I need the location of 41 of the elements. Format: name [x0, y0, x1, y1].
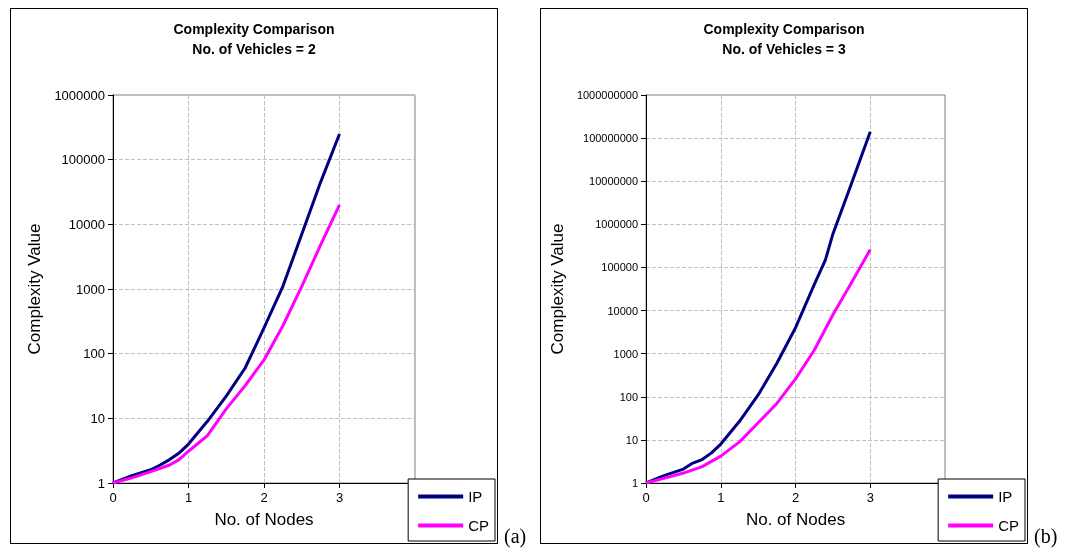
line-series [644, 248, 872, 485]
chart-title: Complexity Comparison [173, 21, 335, 37]
y-tick-label: 1000 [613, 347, 639, 360]
y-tick-label: 10 [90, 410, 105, 426]
legend-label: IP [468, 488, 483, 505]
y-tick-label: 100 [83, 346, 105, 362]
x-tick-label: 1 [184, 490, 193, 505]
x-axis-title: No. of Nodes [214, 510, 314, 529]
y-tick-label: 100000 [61, 152, 105, 168]
y-tick-label: 100000000 [583, 132, 639, 145]
line-series [111, 203, 341, 485]
y-tick-label: 10000 [607, 304, 639, 317]
y-tick-label: 10000 [68, 216, 105, 232]
y-tick-label: 1000000 [595, 218, 639, 231]
y-tick-label: 1000000 [54, 87, 105, 103]
y-tick-label: 10000000 [589, 175, 639, 188]
x-tick-label: 2 [791, 490, 800, 505]
y-tick-label: 1 [631, 477, 639, 489]
x-axis-title: No. of Nodes [745, 510, 846, 529]
x-tick-label: 0 [642, 490, 650, 505]
y-tick-label: 100 [619, 390, 639, 403]
x-tick-label: 1 [717, 490, 725, 505]
y-tick-label: 1000 [76, 281, 105, 297]
legend-label: CP [998, 517, 1020, 534]
x-tick-label: 0 [109, 490, 117, 505]
legend-label: CP [468, 517, 490, 534]
chart-title: Complexity Comparison [703, 21, 865, 37]
text: (b) [1034, 525, 1058, 548]
chart-subtitle: No. of Vehicles = 2 [192, 41, 316, 57]
y-tick-label: 10 [625, 433, 639, 446]
x-tick-label: 3 [335, 490, 344, 505]
y-tick-label: 100000 [601, 261, 639, 274]
x-tick-label: 3 [866, 490, 874, 505]
x-tick-label: 2 [260, 490, 268, 505]
chart-subtitle: No. of Vehicles = 3 [722, 41, 846, 57]
y-axis-title: Complexity Value [25, 223, 45, 355]
text: (a) [504, 525, 527, 548]
y-tick-label: 1000000000 [576, 89, 639, 101]
legend-label: IP [998, 488, 1013, 505]
y-axis-title: Complexity Value [548, 223, 567, 355]
y-tick-label: 1 [97, 475, 105, 491]
